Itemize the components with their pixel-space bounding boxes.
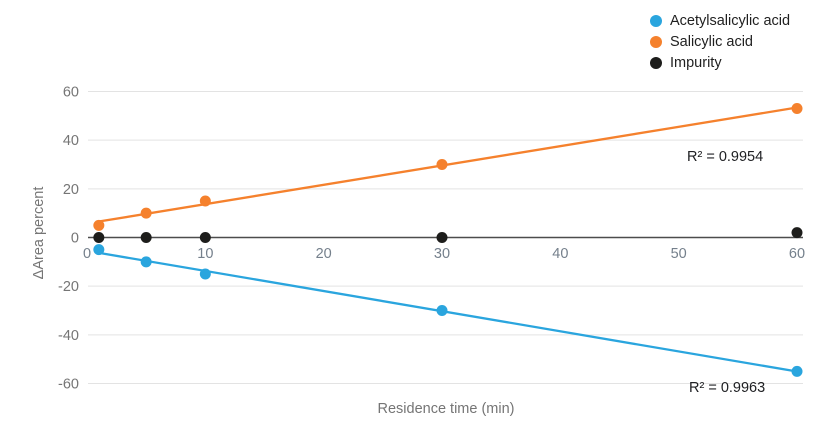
data-point-acetylsalicylic-acid (436, 305, 448, 316)
x-tick-label: 60 (789, 246, 805, 262)
trendline-salicylic-acid (97, 106, 799, 223)
legend-label: Impurity (670, 55, 722, 71)
y-tick-label: -60 (58, 377, 79, 393)
legend-label: Salicylic acid (670, 34, 753, 50)
legend-dot-impurity (650, 57, 662, 69)
y-tick-label: 0 (71, 231, 79, 247)
y-tick-label: -40 (58, 328, 79, 344)
legend-label: Acetylsalicylic acid (670, 13, 791, 29)
legend-dot-acetylsalicylic-acid (650, 15, 662, 27)
x-axis-title: Residence time (min) (377, 401, 515, 417)
data-point-impurity (436, 232, 448, 243)
r2-annotation-salicylic-acid: R² = 0.9954 (687, 149, 764, 165)
y-tick-label: 20 (63, 182, 79, 198)
legend-dot-salicylic-acid (650, 36, 662, 48)
x-tick-label: 50 (671, 246, 687, 262)
data-point-impurity (93, 232, 105, 243)
data-point-salicylic-acid (199, 195, 211, 207)
data-point-impurity (140, 232, 152, 243)
x-tick-label: 10 (197, 246, 213, 262)
trendline-acetylsalicylic-acid (97, 251, 799, 373)
data-point-impurity (791, 227, 803, 239)
data-point-impurity (199, 232, 211, 243)
y-axis-title: ΔArea percent (31, 186, 47, 280)
data-point-salicylic-acid (791, 103, 803, 115)
x-tick-label: 30 (434, 246, 450, 262)
data-point-acetylsalicylic-acid (791, 365, 803, 377)
data-point-acetylsalicylic-acid (93, 244, 105, 256)
legend: Acetylsalicylic acid Salicylic acid Impu… (650, 13, 790, 71)
x-tick-label: 0 (83, 246, 91, 262)
r2-annotation-acetylsalicylic-acid: R² = 0.9963 (689, 380, 766, 396)
x-tick-label: 20 (316, 246, 332, 262)
y-tick-label: 60 (63, 85, 79, 101)
x-tick-label: 40 (552, 246, 568, 262)
data-point-acetylsalicylic-acid (199, 268, 211, 280)
data-point-acetylsalicylic-acid (140, 256, 152, 268)
data-point-salicylic-acid (93, 219, 105, 231)
legend-item-impurity: Impurity (650, 55, 790, 71)
data-point-salicylic-acid (140, 207, 152, 219)
y-tick-label: -20 (58, 279, 79, 295)
data-point-salicylic-acid (436, 159, 448, 170)
legend-item-acetylsalicylic-acid: Acetylsalicylic acid (650, 13, 790, 29)
legend-item-salicylic-acid: Salicylic acid (650, 34, 790, 50)
y-tick-label: 40 (63, 133, 79, 149)
